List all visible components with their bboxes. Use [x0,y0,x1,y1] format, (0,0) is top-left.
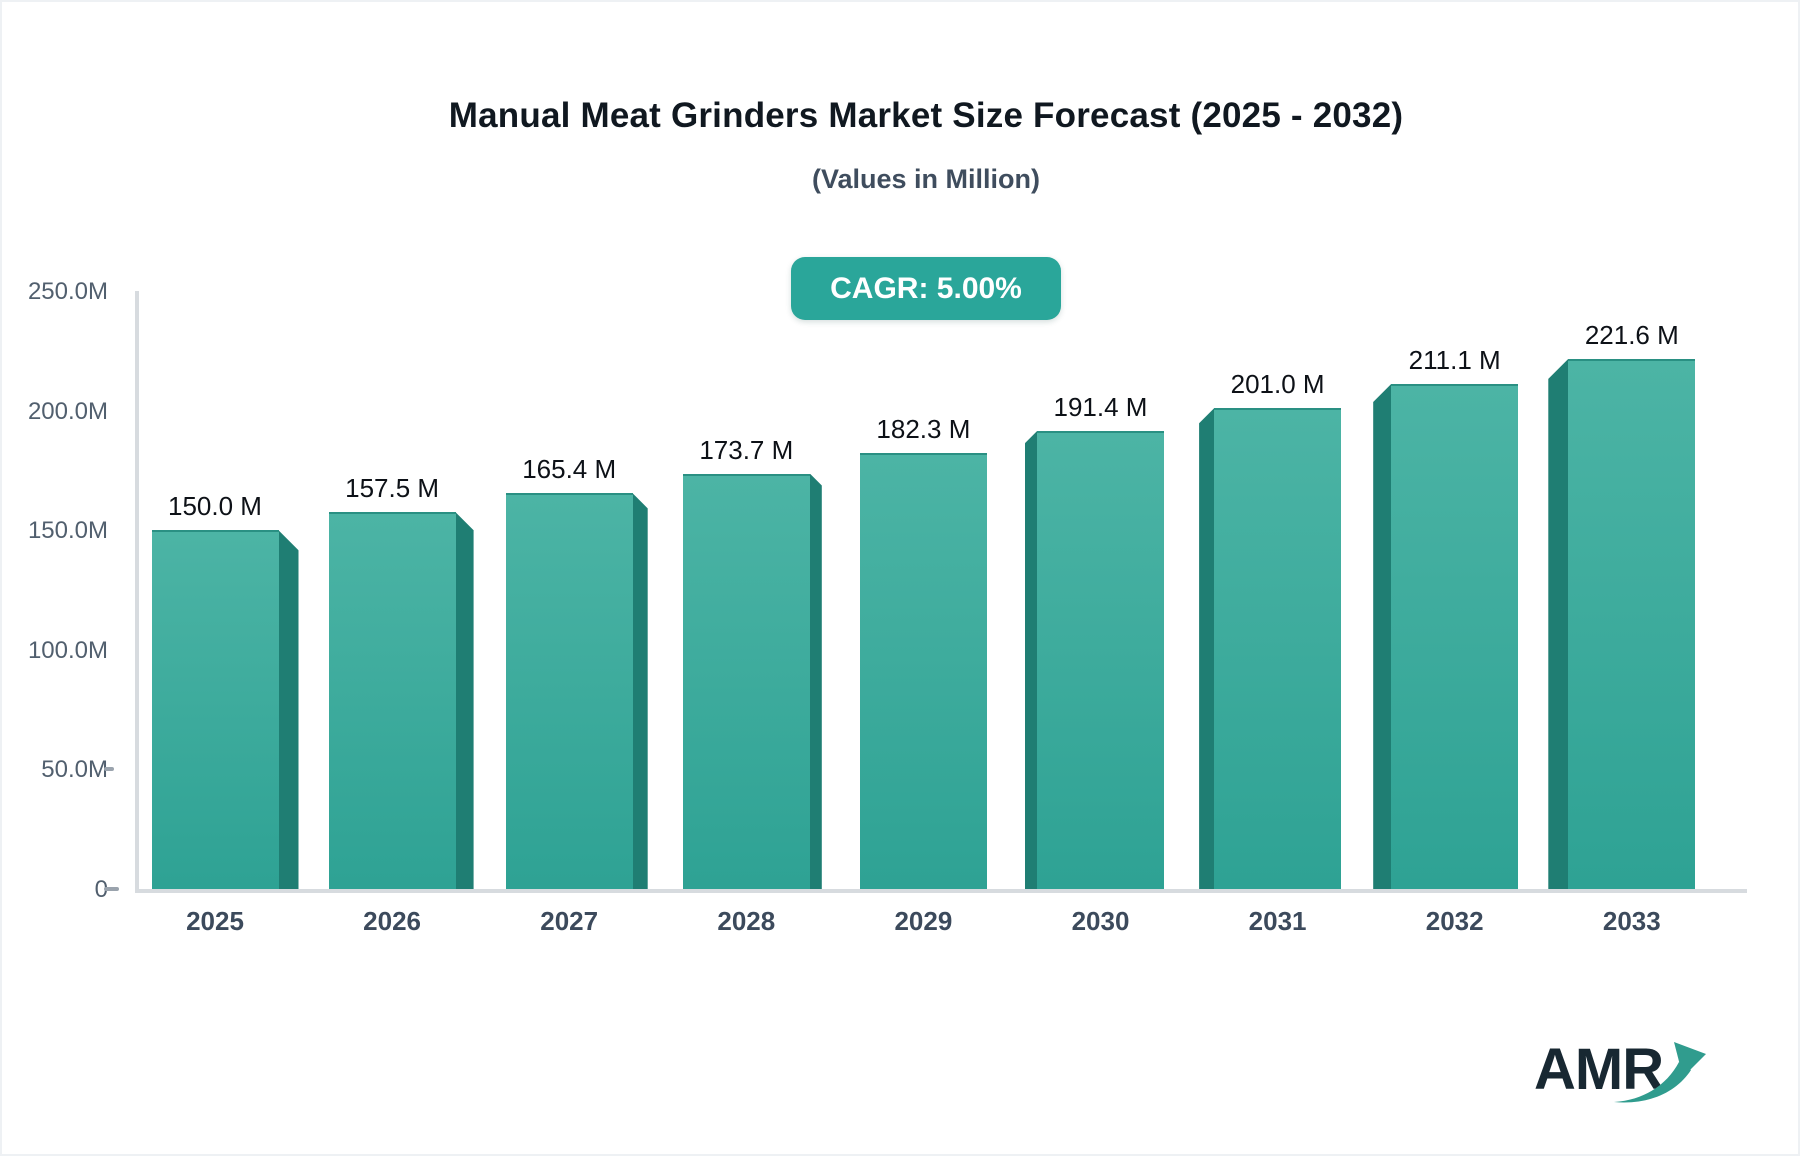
x-axis-tick-label: 2027 [540,906,599,936]
bar-value-label: 165.4 M [522,454,617,485]
bar-side-panel [632,493,648,889]
y-axis-tick-label: 0 [94,876,108,903]
y-axis-tick-label: 250.0M [27,278,108,305]
bar-side-panel [1025,431,1037,889]
x-axis-tick-label: 2032 [1425,906,1484,936]
amr-logo-text: AMR [1534,1037,1664,1102]
bar-side-panel [1373,384,1392,889]
y-axis-tick-label: 150.0M [27,517,108,545]
cagr-badge: CAGR: 5.00% [791,257,1061,320]
x-axis-tick-label: 2029 [894,906,953,936]
bar-value-label: 211.1 M [1408,345,1501,376]
y-axis-tick-mark [104,767,114,772]
bar-side-panel [1548,358,1569,889]
bar-side-panel [278,530,299,889]
bar-2030 [1037,431,1164,889]
bar-value-label: 201.0 M [1230,369,1325,400]
bar-2029 [859,452,987,889]
x-axis-tick-label: 2031 [1248,906,1307,936]
y-axis-line [135,291,139,892]
bar-value-label: 221.6 M [1584,319,1679,350]
bar-value-label: 182.3 M [876,413,971,444]
bar-2028 [682,473,810,889]
bar-2026 [328,512,456,889]
bar-2032 [1391,384,1519,889]
y-axis-tick-label: 200.0M [27,397,108,425]
bar-2031 [1214,408,1342,889]
bar-value-label: 191.4 M [1053,392,1148,423]
amr-logo: AMR [1530,1028,1720,1118]
x-axis-line [135,889,1747,893]
bar-value-label: 157.5 M [345,473,440,504]
growth-arrow-icon [1614,1042,1706,1103]
chart-title: Manual Meat Grinders Market Size Forecas… [448,96,1404,135]
bar-2033 [1568,358,1696,889]
x-axis-tick-label: 2025 [186,906,244,936]
x-axis-tick-label: 2030 [1071,906,1130,936]
y-axis-tick-label: 50.0M [41,756,108,784]
chart-subtitle: (Values in Million) [811,164,1041,194]
bar-value-label: 150.0 M [168,491,262,522]
x-axis-tick-label: 2026 [363,906,422,936]
bar-side-panel [455,512,474,889]
bar-2027 [505,493,633,889]
x-axis-tick-label: 2028 [717,906,776,936]
x-axis-tick-label: 2033 [1602,906,1661,936]
y-axis-tick-label: 100.0M [27,636,108,664]
bar-side-panel [1199,408,1215,889]
bar-side-panel [809,473,822,889]
bar-value-label: 173.7 M [699,434,794,465]
y-axis-tick-mark [104,887,119,891]
bar-2025 [151,530,279,889]
